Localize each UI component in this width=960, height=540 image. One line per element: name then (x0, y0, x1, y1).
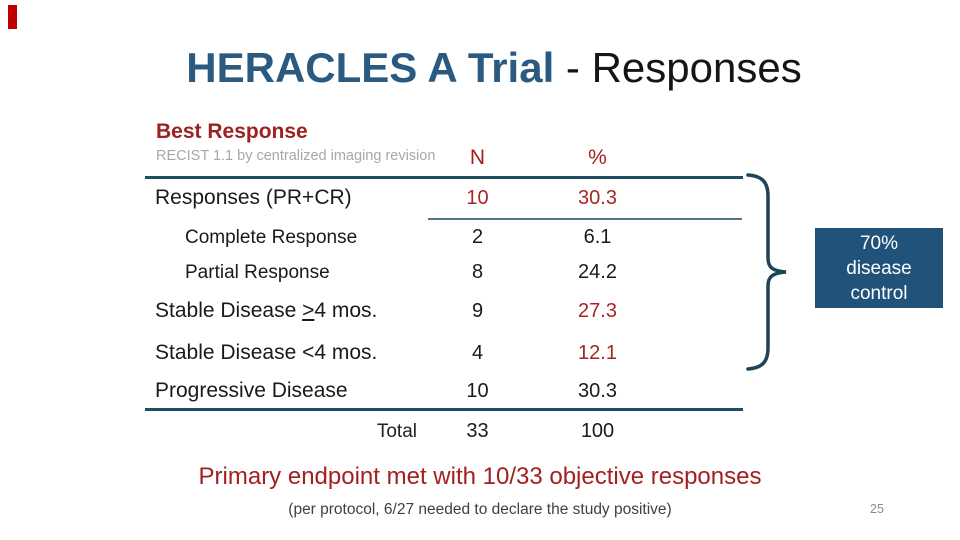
red-corner-mark (8, 5, 17, 29)
row-label: Stable Disease >4 mos. (155, 299, 425, 323)
row-label-text: Complete Response (185, 227, 358, 248)
row-label: Progressive Disease (155, 379, 425, 403)
slide-title: HERACLES A Trial - Responses (0, 44, 960, 92)
disease-control-callout: 70% disease control (815, 228, 943, 308)
title-rest: - Responses (554, 44, 802, 91)
row-label-text: Responses (PR+CR) (155, 186, 352, 209)
table-bottom-rule (145, 408, 743, 411)
row-value-n: 2 (471, 226, 484, 248)
table-row: Partial Response 8 24.2 (155, 261, 745, 284)
row-label: Responses (PR+CR) (155, 186, 425, 210)
table-row: Responses (PR+CR) 10 30.3 (155, 186, 745, 210)
row-value-pct: 30.3 (578, 187, 617, 209)
row-label-text: 4 mos. (314, 299, 378, 322)
callout-line: control (850, 282, 908, 304)
row-value-n: 9 (471, 300, 484, 322)
table-top-rule (145, 176, 743, 179)
row-value-pct: 30.3 (578, 380, 617, 402)
row-value-pct: 6.1 (583, 226, 612, 248)
responses-sub-rule (428, 218, 742, 220)
table-row: Progressive Disease 10 30.3 (155, 379, 745, 403)
row-value-pct: 27.3 (578, 300, 617, 322)
column-header-pct: % (588, 146, 607, 169)
row-value-n: 4 (471, 342, 484, 364)
curly-brace (746, 173, 787, 371)
callout-line: 70% (859, 232, 899, 254)
row-label-text: Stable Disease (155, 299, 303, 322)
row-value-n: 10 (466, 380, 489, 402)
row-value-pct: 12.1 (578, 342, 617, 364)
table-subcaption: RECIST 1.1 by centralized imaging revisi… (156, 148, 436, 164)
table-row: Stable Disease <4 mos. 4 12.1 (155, 341, 745, 365)
row-label: Complete Response (155, 227, 425, 249)
row-value-n: 10 (466, 187, 489, 209)
row-label: Partial Response (155, 262, 425, 284)
total-value-n: 33 (466, 420, 489, 442)
row-label-text: Stable Disease <4 mos. (155, 341, 378, 364)
row-value-pct: 24.2 (578, 261, 617, 283)
column-header-n: N (469, 146, 486, 169)
table-caption: Best Response (156, 120, 308, 143)
primary-endpoint-statement: Primary endpoint met with 10/33 objectiv… (198, 463, 762, 490)
row-label-underlined: > (302, 299, 315, 322)
total-value-pct: 100 (580, 420, 615, 442)
table-row: Complete Response 2 6.1 (155, 226, 745, 249)
page-number: 25 (870, 502, 884, 516)
protocol-note: (per protocol, 6/27 needed to declare th… (288, 501, 672, 518)
row-value-n: 8 (471, 261, 484, 283)
row-label: Stable Disease <4 mos. (155, 341, 425, 365)
table-total-row: Total 33 100 (155, 420, 745, 443)
total-label: Total (376, 421, 417, 442)
table-row: Stable Disease >4 mos. 9 27.3 (155, 299, 745, 323)
row-label-text: Progressive Disease (155, 379, 348, 402)
row-label-text: Partial Response (185, 262, 330, 283)
title-highlight: HERACLES A Trial (186, 44, 555, 91)
callout-line: disease (846, 257, 912, 279)
